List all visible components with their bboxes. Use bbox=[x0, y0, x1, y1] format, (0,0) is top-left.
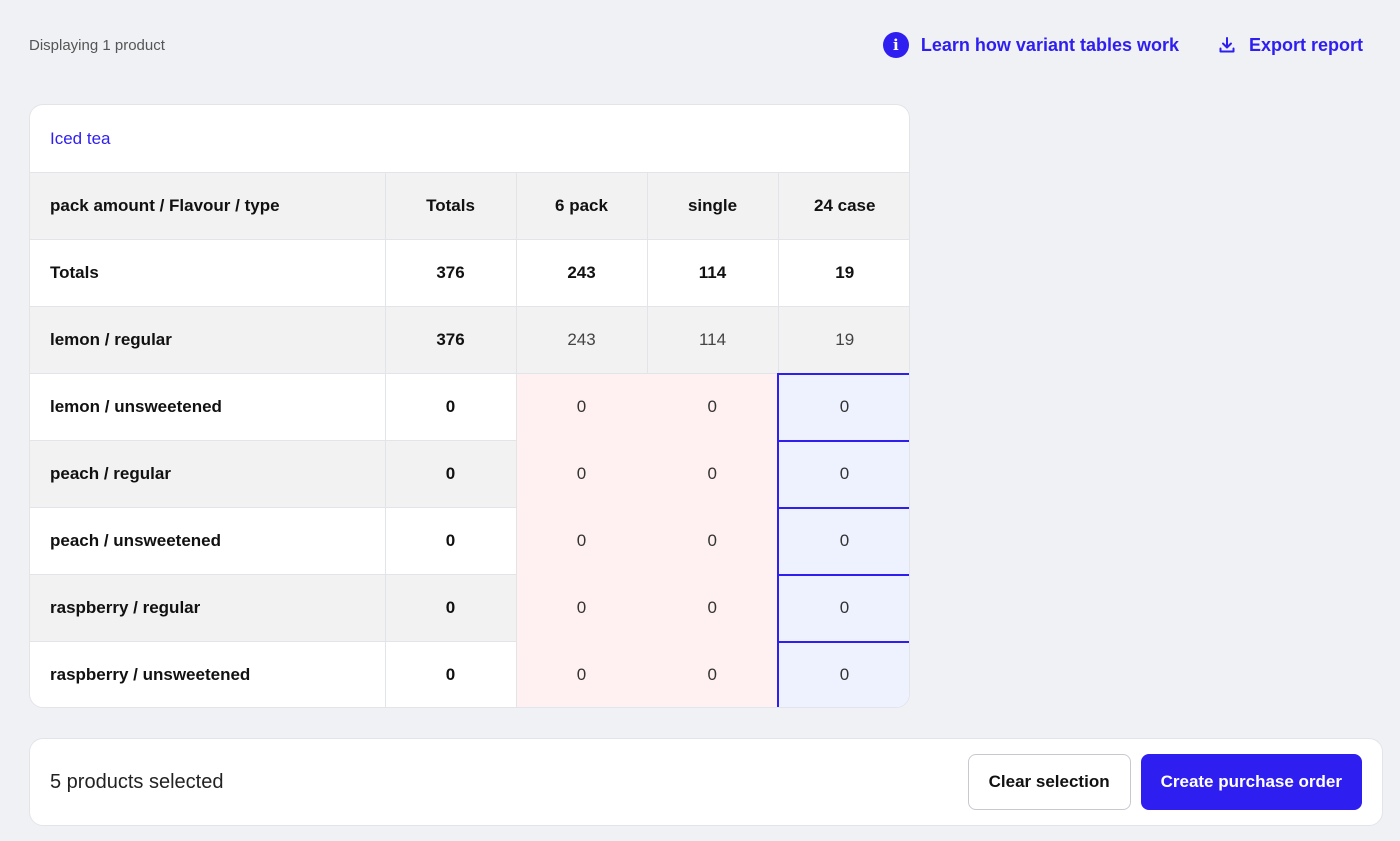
cell-6-pack[interactable]: 0 bbox=[515, 641, 648, 707]
row-label: raspberry / unsweetened bbox=[30, 641, 386, 707]
product-count-text: Displaying 1 product bbox=[29, 36, 165, 54]
row-total: 376 bbox=[384, 239, 517, 307]
cell-24-case-selected[interactable]: 0 bbox=[777, 506, 909, 576]
cell-6-pack[interactable]: 243 bbox=[515, 306, 648, 374]
table-row: raspberry / unsweetened 0 0 0 0 bbox=[30, 640, 909, 707]
row-label: peach / regular bbox=[30, 440, 386, 508]
top-actions: i Learn how variant tables work Export r… bbox=[882, 32, 1363, 58]
selection-footer: 5 products selected Clear selection Crea… bbox=[29, 738, 1383, 826]
cell-6-pack: 243 bbox=[515, 239, 648, 307]
header-24-case: 24 case bbox=[777, 172, 909, 240]
row-total: 0 bbox=[384, 373, 517, 441]
learn-link-label: Learn how variant tables work bbox=[920, 34, 1179, 55]
row-total: 0 bbox=[384, 641, 517, 707]
cell-single[interactable]: 0 bbox=[646, 373, 779, 441]
footer-actions: Clear selection Create purchase order bbox=[967, 754, 1362, 810]
header-label: pack amount / Flavour / type bbox=[30, 172, 386, 240]
table-row: raspberry / regular 0 0 0 0 bbox=[30, 573, 909, 643]
export-link-label: Export report bbox=[1248, 34, 1363, 55]
cell-single[interactable]: 0 bbox=[646, 641, 779, 707]
product-title-link[interactable]: Iced tea bbox=[50, 128, 111, 148]
header-single: single bbox=[646, 172, 779, 240]
row-label: lemon / regular bbox=[30, 306, 386, 374]
row-total: 0 bbox=[384, 507, 517, 575]
cell-24-case-selected[interactable]: 0 bbox=[777, 372, 909, 442]
download-icon bbox=[1217, 35, 1237, 55]
cell-24-case-selected[interactable]: 0 bbox=[777, 573, 909, 643]
learn-variant-tables-link[interactable]: i Learn how variant tables work bbox=[882, 32, 1179, 58]
clear-selection-button[interactable]: Clear selection bbox=[967, 754, 1131, 810]
table-row: lemon / unsweetened 0 0 0 0 bbox=[30, 372, 909, 442]
cell-single[interactable]: 0 bbox=[646, 574, 779, 642]
cell-6-pack[interactable]: 0 bbox=[515, 440, 648, 508]
cell-24-case: 19 bbox=[777, 239, 909, 307]
selection-count-text: 5 products selected bbox=[50, 770, 224, 793]
table-row: peach / unsweetened 0 0 0 0 bbox=[30, 506, 909, 576]
row-total: 376 bbox=[384, 306, 517, 374]
row-label: lemon / unsweetened bbox=[30, 373, 386, 441]
cell-single: 114 bbox=[646, 239, 779, 307]
row-label: peach / unsweetened bbox=[30, 507, 386, 575]
cell-single[interactable]: 0 bbox=[646, 507, 779, 575]
totals-row: Totals 376 243 114 19 bbox=[30, 239, 909, 307]
cell-6-pack[interactable]: 0 bbox=[515, 574, 648, 642]
row-total: 0 bbox=[384, 440, 517, 508]
cell-24-case[interactable]: 19 bbox=[777, 306, 909, 374]
row-label: raspberry / regular bbox=[30, 574, 386, 642]
row-total: 0 bbox=[384, 574, 517, 642]
top-bar: Displaying 1 product i Learn how variant… bbox=[29, 30, 1363, 60]
row-label: Totals bbox=[30, 239, 386, 307]
header-6-pack: 6 pack bbox=[515, 172, 648, 240]
cell-single[interactable]: 114 bbox=[646, 306, 779, 374]
cell-24-case-selected[interactable]: 0 bbox=[777, 640, 909, 707]
table-row: lemon / regular 376 243 114 19 bbox=[30, 306, 909, 374]
info-icon: i bbox=[882, 32, 909, 58]
variant-table: pack amount / Flavour / type Totals 6 pa… bbox=[30, 172, 909, 707]
table-header-row: pack amount / Flavour / type Totals 6 pa… bbox=[30, 172, 909, 240]
cell-6-pack[interactable]: 0 bbox=[515, 507, 648, 575]
table-row: peach / regular 0 0 0 0 bbox=[30, 439, 909, 509]
cell-24-case-selected[interactable]: 0 bbox=[777, 439, 909, 509]
export-report-link[interactable]: Export report bbox=[1217, 35, 1363, 56]
cell-single[interactable]: 0 bbox=[646, 440, 779, 508]
cell-6-pack[interactable]: 0 bbox=[515, 373, 648, 441]
variant-table-card: Iced tea pack amount / Flavour / type To… bbox=[29, 104, 910, 708]
create-purchase-order-button[interactable]: Create purchase order bbox=[1140, 754, 1362, 810]
header-totals: Totals bbox=[384, 172, 517, 240]
